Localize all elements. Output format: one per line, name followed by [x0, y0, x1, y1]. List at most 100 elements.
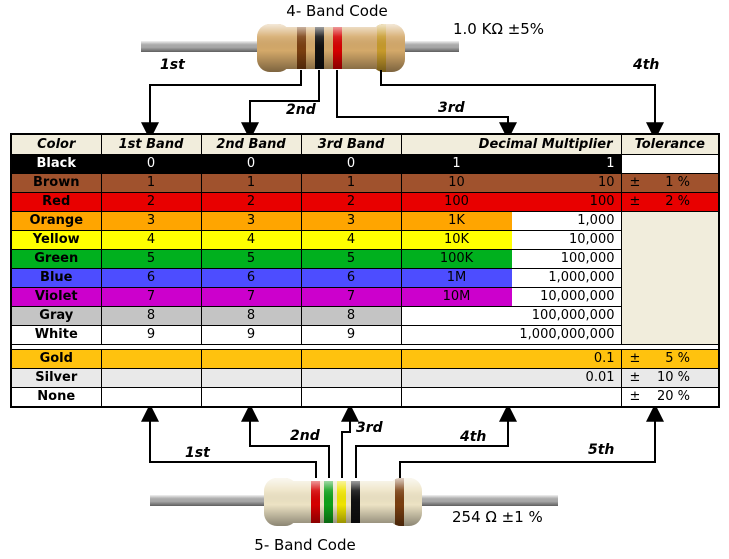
band-digit: 3: [100, 211, 202, 231]
multiplier-short: [402, 350, 512, 368]
table-row-green: Green 5 5 5 100K 100,000: [10, 249, 719, 269]
tolerance-cell: ±10 %: [620, 368, 720, 388]
tolerance-cell: ±20 %: [620, 387, 720, 408]
decimal-multiplier-cell: 100 100: [400, 192, 622, 212]
multiplier-long: 10,000,000: [511, 288, 620, 306]
band-digit: 6: [200, 268, 302, 288]
decimal-multiplier-cell: 1M 1,000,000: [400, 268, 622, 288]
band-digit: [300, 368, 402, 388]
band-digit: 4: [100, 230, 202, 250]
decimal-multiplier-cell: 0.1: [400, 349, 622, 369]
multiplier-long: 100,000,000: [511, 307, 620, 325]
arrow-label-2nd-bottom: 2nd: [290, 428, 320, 444]
band-digit: 5: [300, 249, 402, 269]
color-name: White: [10, 325, 102, 345]
band-digit: 8: [100, 306, 202, 326]
band-digit: 0: [300, 154, 402, 174]
multiplier-short: 10M: [402, 288, 512, 306]
decimal-multiplier-cell: 100K 100,000: [400, 249, 622, 269]
column-header-color: Color: [10, 133, 102, 155]
column-header-1st-band: 1st Band: [100, 133, 202, 155]
color-name: Black: [10, 154, 102, 174]
multiplier-long: [511, 388, 620, 406]
color-name: Green: [10, 249, 102, 269]
band-digit: 0: [100, 154, 202, 174]
band-digit: 7: [200, 287, 302, 307]
multiplier-short: 100K: [402, 250, 512, 268]
color-name: Orange: [10, 211, 102, 231]
color-name: Brown: [10, 173, 102, 193]
multiplier-short: [402, 388, 512, 406]
band-digit: 8: [200, 306, 302, 326]
tolerance-sign: ±: [629, 194, 641, 209]
multiplier-long: 0.1: [511, 350, 620, 368]
table-row-black: Black 0 0 0 1 1: [10, 154, 720, 174]
table-row-none: None ±20 %: [10, 387, 720, 408]
color-name: Red: [10, 192, 102, 212]
table-header-row: Color 1st Band 2nd Band 3rd Band Decimal Mul…: [10, 133, 720, 155]
column-header-3rd-band: 3rd Band: [300, 133, 402, 155]
multiplier-long: 10: [511, 174, 620, 192]
five-band-resistor: [150, 478, 558, 526]
table-row-blue: Blue 6 6 6 1M 1,000,000: [10, 268, 719, 288]
multiplier-long: 1,000: [511, 212, 620, 230]
arrow-3rd-top: [336, 70, 517, 141]
tolerance-sign: ±: [629, 370, 641, 385]
decimal-multiplier-cell: 10K 10,000: [400, 230, 622, 250]
band-digit: 5: [200, 249, 302, 269]
body-shading: [257, 24, 405, 72]
tolerance-cell: ±1 %: [620, 173, 720, 193]
multiplier-long: 100,000: [511, 250, 620, 268]
multiplier-short: [402, 326, 512, 344]
band-digit: 2: [100, 192, 202, 212]
arrow-label-1st-bottom: 1st: [185, 445, 210, 461]
multiplier-long: 10,000: [511, 231, 620, 249]
arrow-4th-top: [380, 70, 664, 141]
band-digit: 3: [300, 211, 402, 231]
tolerance-value: 20 %: [656, 389, 690, 404]
top-band-arrows: [141, 70, 664, 141]
table-row-gray: Gray 8 8 8 100,000,000: [10, 306, 719, 326]
band-digit: 9: [200, 325, 302, 345]
arrow-label-4th-top: 4th: [633, 57, 660, 73]
column-header-tolerance: Tolerance: [620, 133, 720, 155]
multiplier-long: 1: [511, 155, 620, 173]
five-band-code-title: 5- Band Code: [254, 536, 356, 554]
multiplier-long: 0.01: [511, 369, 620, 387]
arrow-1st-bottom: [141, 403, 317, 478]
band-digit: 5: [100, 249, 202, 269]
band-digit: 7: [100, 287, 202, 307]
arrow-label-1st-top: 1st: [160, 57, 185, 73]
band-digit: [200, 349, 302, 369]
decimal-multiplier-cell: [400, 387, 622, 408]
arrow-2nd-top: [241, 70, 320, 141]
body-shading: [264, 478, 422, 526]
arrow-5th-bottom: [399, 403, 664, 478]
multiplier-short: [402, 369, 512, 387]
arrow-label-2nd-top: 2nd: [286, 102, 316, 118]
table-row-brown: Brown 1 1 1 10 10 ±1 %: [10, 173, 720, 193]
band-digit: 0: [200, 154, 302, 174]
color-name: Gray: [10, 306, 102, 326]
table-row-white: White 9 9 9 1,000,000,000: [10, 325, 719, 345]
color-name: Blue: [10, 268, 102, 288]
tolerance-value: 1 %: [665, 175, 690, 190]
color-name: None: [10, 387, 102, 408]
four-band-value-label: 1.0 KΩ ±5%: [453, 20, 545, 38]
color-name: Silver: [10, 368, 102, 388]
resistor-color-code-table: Color 1st Band 2nd Band 3rd Band Decimal Mul…: [10, 133, 720, 408]
arrow-3rd-bottom: [341, 403, 359, 478]
band-digit: 4: [200, 230, 302, 250]
color-name: Gold: [10, 349, 102, 369]
band-digit: 9: [100, 325, 202, 345]
multiplier-short: [402, 307, 512, 325]
decimal-multiplier-cell: 0.01: [400, 368, 622, 388]
band-digit: [100, 349, 202, 369]
band-digit: 8: [300, 306, 402, 326]
band-digit: 6: [300, 268, 402, 288]
multiplier-short: 10: [402, 174, 512, 192]
tolerance-sign: ±: [629, 175, 641, 190]
